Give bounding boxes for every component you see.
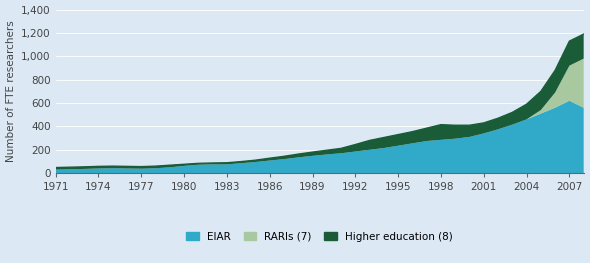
Legend: EIAR, RARIs (7), Higher education (8): EIAR, RARIs (7), Higher education (8) — [182, 227, 457, 246]
Y-axis label: Number of FTE researchers: Number of FTE researchers — [5, 21, 15, 162]
